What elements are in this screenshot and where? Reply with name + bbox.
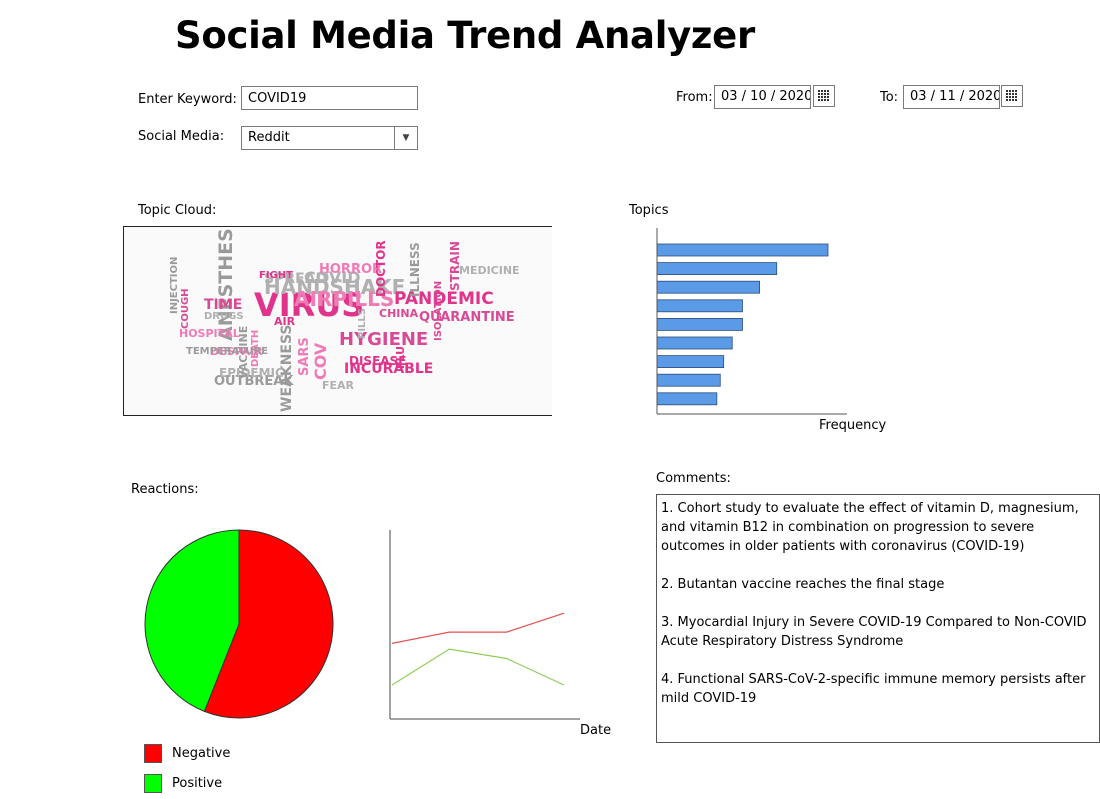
- social-media-label: Social Media:: [138, 129, 225, 144]
- cloud-word: INJECTION: [169, 256, 180, 314]
- cloud-word: AIR: [274, 315, 296, 329]
- cloud-word: SPREAD: [264, 270, 328, 287]
- to-date-input[interactable]: 03 / 11 / 2020: [903, 85, 1000, 109]
- comments-label: Comments:: [656, 471, 731, 486]
- cloud-word: OUTBREAK: [214, 373, 294, 389]
- legend-label-positive: Positive: [172, 776, 223, 791]
- cloud-word: ILLNESS: [408, 242, 422, 298]
- keyword-label: Enter Keyword:: [138, 92, 237, 107]
- to-date-label: To:: [880, 90, 899, 105]
- to-calendar-button[interactable]: [1001, 85, 1023, 107]
- cloud-word: TEMPERATURE: [186, 346, 268, 357]
- cloud-word: SARS: [297, 336, 312, 376]
- cloud-word: ISOLATION: [433, 280, 444, 341]
- legend-item-negative: Negative: [144, 744, 230, 763]
- comment-item: 4. Functional SARS-CoV-2-specific immune…: [661, 672, 1086, 706]
- calendar-icon: [1006, 90, 1017, 101]
- social-media-select[interactable]: Reddit ▼: [241, 126, 418, 150]
- comment-item: 3. Myocardial Injury in Severe COVID-19 …: [661, 615, 1087, 649]
- cloud-word: ANESTHESIA: [215, 226, 237, 341]
- cloud-word: DISEASE: [349, 354, 407, 369]
- calendar-icon: [818, 90, 829, 101]
- cloud-word: TIME: [204, 296, 243, 313]
- cloud-word: QUARANTINE: [419, 309, 515, 325]
- chevron-down-icon[interactable]: ▼: [394, 127, 417, 149]
- cloud-word: DOCTOR: [374, 240, 388, 298]
- cloud-word: INCURABLE: [344, 360, 434, 377]
- from-date-input[interactable]: 03 / 10 / 2020: [714, 85, 811, 109]
- topic-cloud-label: Topic Cloud:: [138, 203, 217, 218]
- cloud-word: COVID: [304, 268, 361, 288]
- social-media-value: Reddit: [248, 130, 290, 145]
- topic-bar: [656, 318, 743, 331]
- line-chart-x-axis-label: Date: [580, 723, 612, 738]
- legend-swatch-positive: [144, 774, 162, 793]
- topic-bar: [656, 299, 743, 313]
- from-date-label: From:: [676, 90, 713, 105]
- comment-item: 1. Cohort study to evaluate the effect o…: [661, 501, 1079, 554]
- topic-bar: [656, 280, 760, 294]
- reactions-line-chart: [389, 530, 580, 720]
- cloud-word: MEDICINE: [459, 264, 520, 278]
- topics-label: Topics: [629, 203, 669, 218]
- pie-slice-negative: [203, 529, 334, 719]
- cloud-word: FLU: [394, 346, 407, 370]
- reaction-trend-line-1: [391, 612, 565, 644]
- topics-x-axis-label: Frequency: [819, 418, 887, 433]
- topic-bar: [656, 373, 721, 387]
- topic-bar: [656, 336, 733, 350]
- cloud-word: HYGIENE: [339, 328, 429, 350]
- topic-cloud: VIRUS HANDSHAKE AIRPILLS ANESTHESIA HYGIENE P…: [123, 226, 552, 416]
- legend-item-positive: Positive: [144, 774, 222, 793]
- page-title: Social Media Trend Analyzer: [175, 14, 755, 57]
- cloud-word: PANDEMIC: [394, 289, 494, 310]
- cloud-word: PILLS: [357, 308, 368, 339]
- cloud-word: COV: [311, 342, 330, 381]
- reactions-pie-chart: [144, 529, 334, 719]
- legend-label-negative: Negative: [172, 746, 231, 761]
- comments-box[interactable]: 1. Cohort study to evaluate the effect o…: [656, 494, 1100, 743]
- cloud-word: HANDSHAKE: [264, 275, 406, 299]
- reaction-trend-line-2: [391, 648, 565, 686]
- cloud-word: COUGH: [180, 288, 191, 329]
- topics-bar-chart: [656, 228, 847, 415]
- keyword-input[interactable]: [241, 86, 418, 110]
- topic-bar: [656, 392, 718, 406]
- topic-bar: [656, 262, 778, 275]
- comment-item: 2. Butantan vaccine reaches the final st…: [661, 577, 945, 592]
- reactions-label: Reactions:: [131, 482, 199, 497]
- cloud-word: DRUGS: [204, 311, 244, 322]
- cloud-word: CHINA: [379, 307, 419, 321]
- cloud-word: AIRPILLS: [294, 287, 395, 311]
- cloud-word: EPIDEMIC: [219, 366, 284, 381]
- cloud-word: DESPAIR: [210, 345, 263, 359]
- cloud-word: HORROR: [319, 261, 383, 277]
- pie-slice-positive: [144, 529, 240, 713]
- cloud-word: FEAR: [322, 379, 355, 393]
- topic-bar: [656, 243, 829, 257]
- topic-bar: [656, 355, 725, 369]
- cloud-word: VIRUS: [254, 286, 365, 325]
- cloud-word: HOSPITAL: [179, 327, 240, 341]
- cloud-word: FIGHT: [259, 270, 293, 281]
- legend-swatch-negative: [144, 744, 162, 763]
- from-calendar-button[interactable]: [813, 85, 835, 107]
